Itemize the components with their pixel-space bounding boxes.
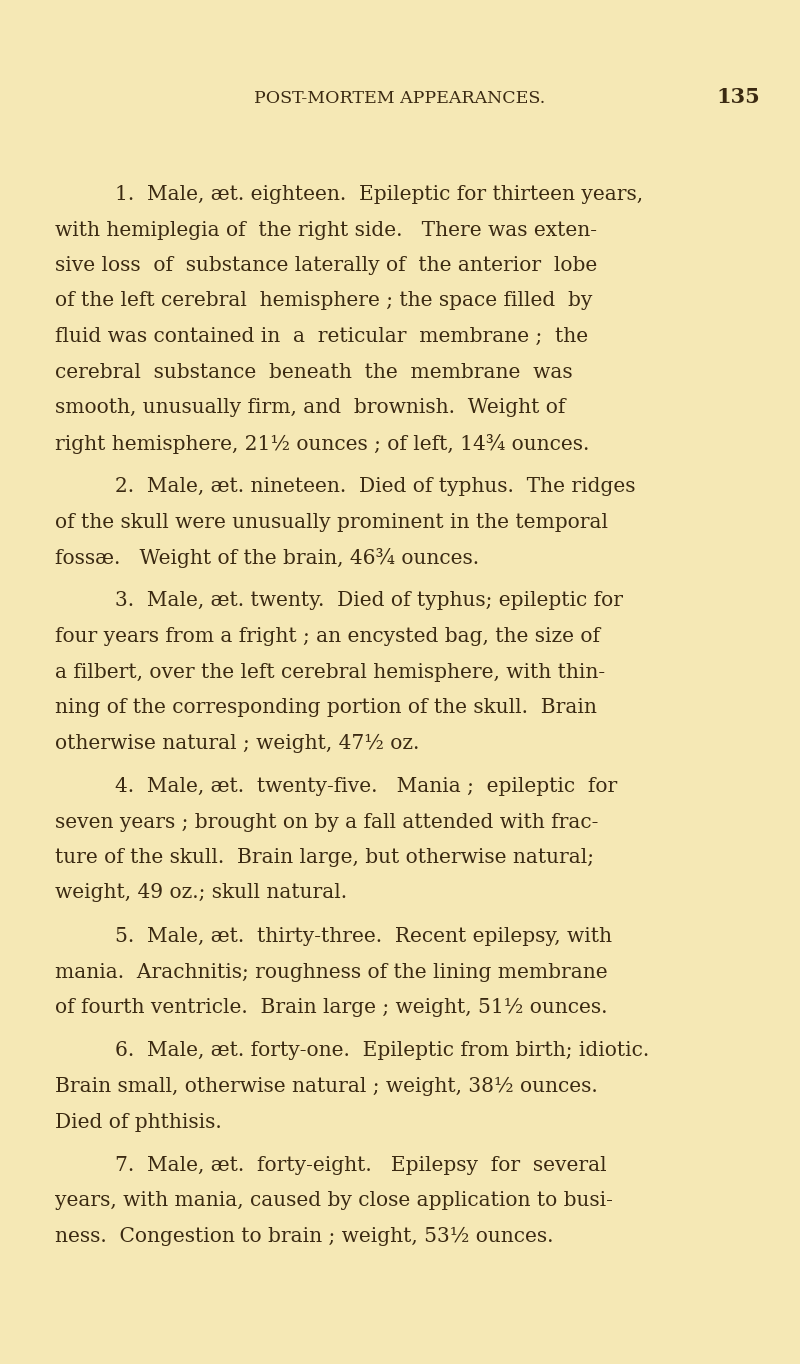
Text: four years from a fright ; an encysted bag, the size of: four years from a fright ; an encysted b…	[55, 627, 600, 647]
Text: years, with mania, caused by close application to busi-: years, with mania, caused by close appli…	[55, 1192, 613, 1210]
Text: ture of the skull.  Brain large, but otherwise natural;: ture of the skull. Brain large, but othe…	[55, 848, 594, 868]
Text: of the left cerebral  hemisphere ; the space filled  by: of the left cerebral hemisphere ; the sp…	[55, 292, 592, 311]
Text: 2.  Male, æt. nineteen.  Died of typhus.  The ridges: 2. Male, æt. nineteen. Died of typhus. T…	[115, 477, 635, 496]
Text: 7.  Male, æt.  forty-eight.   Epilepsy  for  several: 7. Male, æt. forty-eight. Epilepsy for s…	[115, 1157, 606, 1174]
Text: 1.  Male, æt. eighteen.  Epileptic for thirteen years,: 1. Male, æt. eighteen. Epileptic for thi…	[115, 186, 643, 205]
Text: seven years ; brought on by a fall attended with frac-: seven years ; brought on by a fall atten…	[55, 813, 598, 832]
Text: with hemiplegia of  the right side.   There was exten-: with hemiplegia of the right side. There…	[55, 221, 597, 240]
Text: mania.  Arachnitis; roughness of the lining membrane: mania. Arachnitis; roughness of the lini…	[55, 963, 608, 982]
Text: 135: 135	[716, 87, 760, 106]
Text: of fourth ventricle.  Brain large ; weight, 51½ ounces.: of fourth ventricle. Brain large ; weigh…	[55, 998, 607, 1018]
Text: cerebral  substance  beneath  the  membrane  was: cerebral substance beneath the membrane …	[55, 363, 573, 382]
Text: a filbert, over the left cerebral hemisphere, with thin-: a filbert, over the left cerebral hemisp…	[55, 663, 605, 682]
Text: ness.  Congestion to brain ; weight, 53½ ounces.: ness. Congestion to brain ; weight, 53½ …	[55, 1228, 554, 1247]
Text: sive loss  of  substance laterally of  the anterior  lobe: sive loss of substance laterally of the …	[55, 256, 598, 276]
Text: fossæ.   Weight of the brain, 46¾ ounces.: fossæ. Weight of the brain, 46¾ ounces.	[55, 548, 479, 567]
Text: 5.  Male, æt.  thirty-three.  Recent epilepsy, with: 5. Male, æt. thirty-three. Recent epilep…	[115, 928, 612, 947]
Text: fluid was contained in  a  reticular  membrane ;  the: fluid was contained in a reticular membr…	[55, 327, 588, 346]
Text: of the skull were unusually prominent in the temporal: of the skull were unusually prominent in…	[55, 513, 608, 532]
Text: right hemisphere, 21½ ounces ; of left, 14¾ ounces.: right hemisphere, 21½ ounces ; of left, …	[55, 434, 590, 453]
Text: Died of phthisis.: Died of phthisis.	[55, 1113, 222, 1132]
Text: 4.  Male, æt.  twenty-five.   Mania ;  epileptic  for: 4. Male, æt. twenty-five. Mania ; epilep…	[115, 777, 618, 797]
Text: smooth, unusually firm, and  brownish.  Weight of: smooth, unusually firm, and brownish. We…	[55, 398, 566, 417]
Text: 3.  Male, æt. twenty.  Died of typhus; epileptic for: 3. Male, æt. twenty. Died of typhus; epi…	[115, 592, 623, 611]
Text: POST-MORTEM APPEARANCES.: POST-MORTEM APPEARANCES.	[254, 90, 546, 106]
Text: ning of the corresponding portion of the skull.  Brain: ning of the corresponding portion of the…	[55, 698, 597, 717]
Text: weight, 49 oz.; skull natural.: weight, 49 oz.; skull natural.	[55, 884, 347, 903]
Text: 6.  Male, æt. forty-one.  Epileptic from birth; idiotic.: 6. Male, æt. forty-one. Epileptic from b…	[115, 1042, 650, 1060]
Text: otherwise natural ; weight, 47½ oz.: otherwise natural ; weight, 47½ oz.	[55, 734, 419, 753]
Text: Brain small, otherwise natural ; weight, 38½ ounces.: Brain small, otherwise natural ; weight,…	[55, 1078, 598, 1097]
